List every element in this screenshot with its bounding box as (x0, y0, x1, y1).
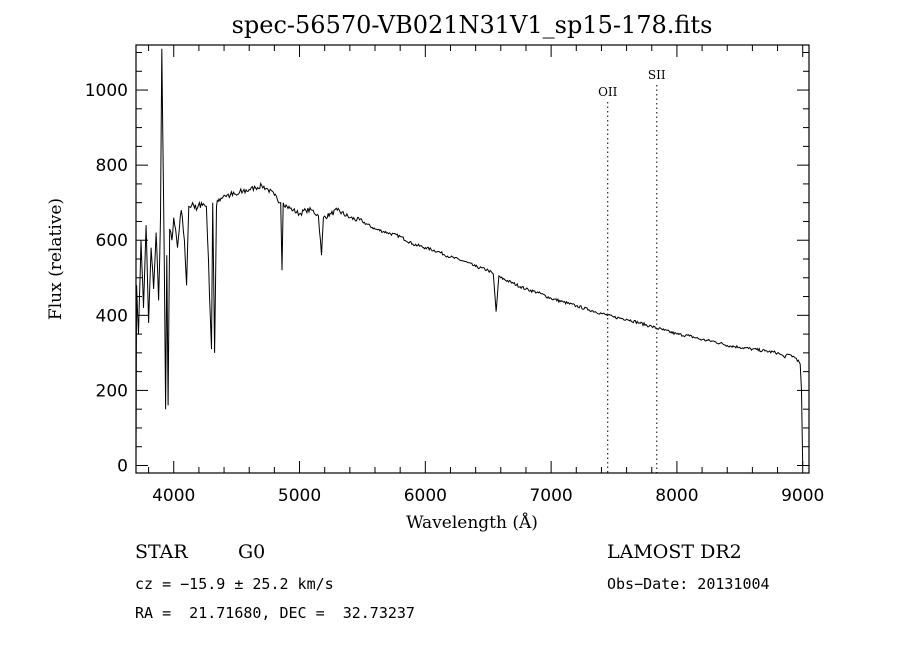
spectrum-line (135, 48, 804, 466)
x-tick-labels: 4000 5000 6000 7000 8000 9000 (152, 486, 824, 506)
object-subclass: G0 (238, 541, 266, 563)
redshift-velocity: cz = −15.9 ± 25.2 km/s (135, 575, 334, 593)
y-tick-label: 0 (117, 456, 128, 476)
chart-title: spec-56570-VB021N31V1_sp15-178.fits (232, 11, 713, 39)
observation-date: Obs−Date: 20131004 (607, 575, 770, 593)
plot-frame (135, 44, 810, 474)
emission-marker-label: OII (598, 85, 618, 99)
y-tick-label: 400 (96, 306, 128, 326)
y-tick-label: 1000 (85, 81, 128, 101)
x-tick-label: 4000 (152, 486, 195, 506)
x-tick-label: 7000 (529, 486, 572, 506)
y-axis-label: Flux (relative) (46, 198, 66, 320)
x-tick-label: 9000 (781, 486, 824, 506)
object-class: STAR (135, 541, 188, 563)
x-axis-label: Wavelength (Å) (406, 512, 538, 533)
x-tick-label: 8000 (655, 486, 698, 506)
y-tick-label: 600 (96, 231, 128, 251)
axis-ticks (136, 45, 809, 473)
survey-name: LAMOST DR2 (607, 541, 742, 563)
x-tick-label: 6000 (404, 486, 447, 506)
emission-line-markers: OII SII (598, 68, 666, 473)
y-tick-label: 200 (96, 381, 128, 401)
y-tick-labels: 0 200 400 600 800 1000 (85, 81, 128, 476)
emission-marker-label: SII (648, 68, 666, 82)
x-tick-label: 5000 (278, 486, 321, 506)
y-tick-label: 800 (96, 156, 128, 176)
coordinates: RA = 21.71680, DEC = 32.73237 (135, 604, 415, 622)
